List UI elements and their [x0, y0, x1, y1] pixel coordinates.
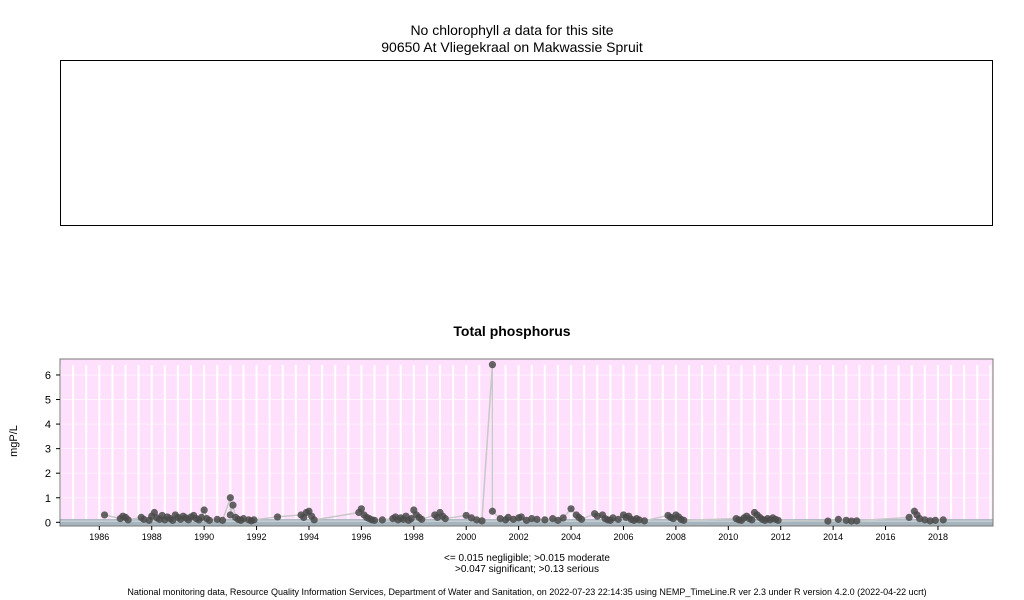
data-point	[478, 517, 486, 525]
x-tick-label: 2008	[666, 532, 686, 542]
x-tick-label: 2000	[456, 532, 476, 542]
x-tick-label: 2016	[876, 532, 896, 542]
data-point	[441, 515, 449, 523]
y-tick-label: 5	[45, 395, 51, 407]
plot-border	[59, 358, 994, 527]
data-point	[748, 516, 756, 524]
data-point	[357, 505, 365, 513]
data-point	[834, 515, 842, 523]
legend-line-2: >0.047 significant; >0.13 serious	[455, 564, 599, 575]
chlorophyll-panel	[60, 60, 993, 226]
no-data-italic: a	[503, 22, 511, 38]
no-data-suffix: data for this site	[514, 22, 614, 38]
data-point	[577, 515, 586, 523]
data-point	[774, 516, 782, 524]
threshold-legend: <= 0.015 negligible; >0.015 moderate >0.…	[0, 553, 1024, 575]
data-point	[488, 361, 497, 369]
x-tick-label: 2006	[613, 532, 633, 542]
data-point	[640, 517, 649, 525]
data-point	[205, 516, 213, 524]
x-tick-label: 1992	[247, 532, 267, 542]
data-point	[614, 515, 622, 523]
data-point	[528, 515, 536, 523]
data-point	[124, 516, 132, 524]
data-point	[680, 516, 688, 524]
site-title: 90650 At Vliegekraal on Makwassie Spruit	[381, 39, 643, 55]
plot-background	[60, 359, 993, 526]
data-point	[905, 513, 913, 522]
data-point	[378, 516, 386, 524]
x-tick-label: 2010	[718, 532, 738, 542]
data-point	[541, 516, 549, 524]
x-tick-label: 1998	[404, 532, 424, 542]
data-point	[370, 516, 379, 524]
y-tick-label: 3	[45, 444, 51, 456]
data-point	[418, 515, 426, 523]
data-point	[100, 511, 109, 519]
x-tick-label: 1996	[351, 532, 371, 542]
x-tick-label: 2002	[509, 532, 529, 542]
data-point	[567, 505, 575, 513]
footer-credit: National monitoring data, Resource Quali…	[127, 587, 927, 597]
data-point	[939, 516, 947, 524]
no-data-prefix: No chlorophyll	[410, 22, 500, 38]
data-point	[853, 517, 861, 525]
x-tick-label: 2012	[771, 532, 791, 542]
data-point	[273, 513, 282, 521]
data-point	[517, 513, 525, 521]
data-point	[926, 517, 934, 525]
y-tick-label: 0	[45, 517, 51, 529]
data-point	[229, 501, 237, 509]
data-point	[847, 517, 856, 525]
data-point	[824, 517, 832, 525]
x-tick-label: 1994	[299, 532, 319, 542]
y-tick-label: 1	[45, 493, 51, 505]
data-point	[150, 508, 158, 517]
x-tick-label: 1990	[194, 532, 214, 542]
data-point	[226, 494, 234, 502]
data-point	[169, 516, 177, 524]
x-tick-label: 2018	[928, 532, 948, 542]
data-point	[559, 514, 567, 522]
x-tick-label: 1986	[89, 532, 109, 542]
data-point	[533, 515, 541, 523]
no-chlorophyll-title: No chlorophyll a data for this site	[0, 22, 1024, 38]
data-point	[931, 516, 939, 524]
data-point	[310, 516, 318, 524]
data-point	[407, 515, 415, 523]
data-point	[218, 516, 227, 524]
x-tick-label: 1988	[142, 532, 162, 542]
x-tick-label: 2014	[823, 532, 843, 542]
data-point	[250, 516, 258, 524]
y-tick-label: 4	[45, 419, 51, 431]
data-point	[842, 516, 850, 524]
y-tick-label: 2	[45, 468, 51, 480]
x-tick-label: 2004	[561, 532, 581, 542]
y-tick-label: 6	[45, 370, 51, 382]
chart-title: Total phosphorus	[453, 323, 571, 339]
data-point	[488, 507, 497, 515]
data-point	[200, 506, 208, 514]
legend-line-1: <= 0.015 negligible; >0.015 moderate	[444, 553, 610, 564]
